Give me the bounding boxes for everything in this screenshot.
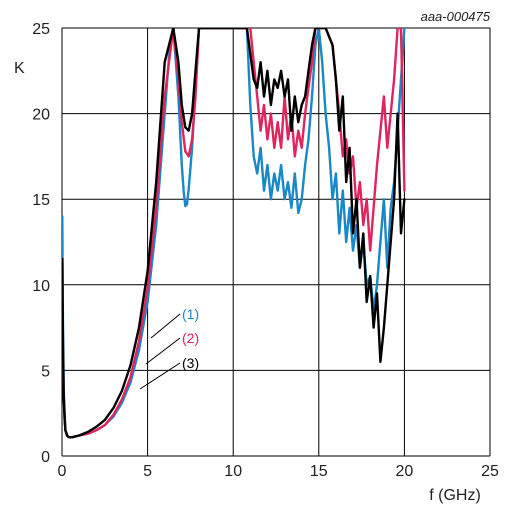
y-tick-label: 25 (32, 21, 50, 38)
grid (61, 27, 491, 457)
series-2-line (62, 28, 406, 439)
x-tick-label: 5 (143, 463, 152, 480)
annotation-leader-line (150, 313, 181, 339)
x-axis-label: f (GHz) (429, 487, 481, 504)
y-tick-label: 20 (32, 107, 50, 124)
y-tick-label: 5 (41, 363, 50, 380)
series-annotations: (1) (2) (3) (139, 306, 199, 390)
x-tick-label: 25 (481, 463, 499, 480)
annotation-leader-line (145, 337, 181, 365)
reference-code: aaa-000475 (421, 9, 491, 24)
x-tick-label: 15 (310, 463, 328, 480)
y-tick-label: 15 (32, 192, 50, 209)
x-tick-label: 10 (224, 463, 242, 480)
x-tick-label: 20 (396, 463, 414, 480)
y-axis-label: K (14, 60, 25, 77)
x-tick-label: 0 (58, 463, 67, 480)
series-2-annotation: (2) (182, 330, 199, 346)
series-3-annotation: (3) (182, 355, 199, 371)
series-1-annotation: (1) (182, 306, 199, 322)
y-tick-label: 10 (32, 278, 50, 295)
tick-labels: 0 5 10 15 20 25 0 5 10 15 20 25 (32, 21, 499, 480)
series-3-line (62, 28, 406, 439)
y-tick-label: 0 (41, 449, 50, 466)
series-group (62, 28, 406, 439)
annotation-leader-line (139, 362, 181, 390)
